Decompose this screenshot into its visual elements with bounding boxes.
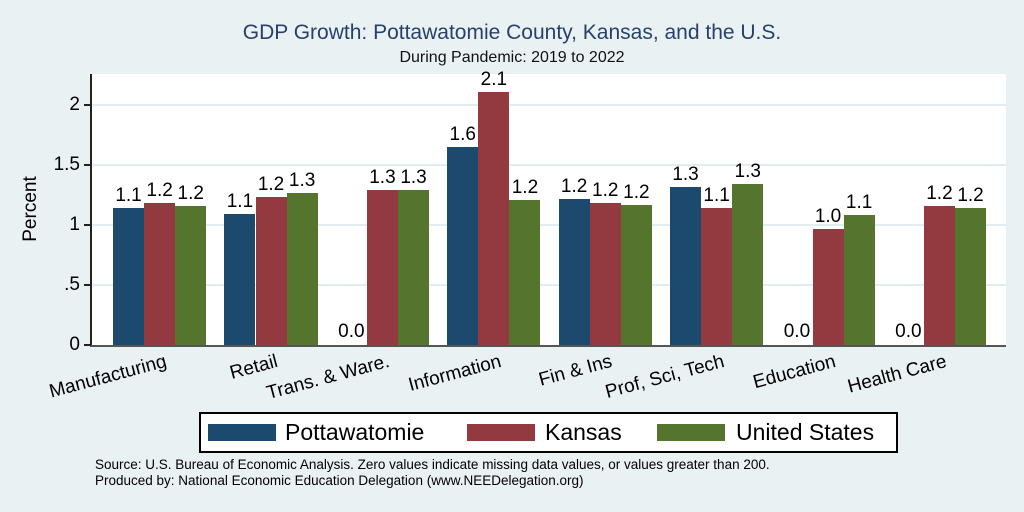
- legend-label: Pottawatomie: [285, 419, 425, 445]
- legend-swatch: [657, 424, 725, 441]
- bar-value-label: 1.1: [226, 191, 254, 213]
- y-tick-label: 1.5: [53, 154, 80, 175]
- bar: [478, 91, 510, 345]
- bar: [955, 208, 987, 345]
- bar: [113, 208, 145, 345]
- bar: [255, 197, 287, 345]
- bar: [620, 204, 652, 345]
- x-category-label: Manufacturing: [47, 351, 170, 403]
- bar-value-label: 1.2: [177, 182, 204, 204]
- bar-value-label: 1.3: [672, 163, 699, 185]
- bar: [447, 147, 479, 345]
- bar: [923, 205, 955, 345]
- bar-value-label: 1.2: [592, 180, 619, 202]
- legend-label: United States: [736, 419, 875, 445]
- y-tick: [84, 164, 91, 166]
- x-category-label: Prof, Sci, Tech: [602, 351, 727, 403]
- gridline: [92, 104, 1006, 106]
- bar-value-label: 1.2: [926, 182, 953, 204]
- bar: [509, 199, 541, 345]
- bar-value-label: 1.0: [814, 205, 842, 227]
- legend: Pottawatomie Kansas United States: [199, 412, 898, 453]
- bar-value-label: 1.6: [449, 124, 476, 145]
- y-tick-label: .5: [64, 274, 80, 295]
- bar-value-label: 1.3: [288, 169, 316, 191]
- x-category-label: Information: [406, 351, 504, 396]
- zero-value-label: 0.0: [783, 321, 811, 342]
- y-tick-label: 1: [69, 214, 80, 235]
- chart-subtitle: During Pandemic: 2019 to 2022: [399, 49, 625, 66]
- produced-by-note: Produced by: National Economic Education…: [95, 472, 584, 488]
- gridline: [92, 164, 1006, 166]
- bar-value-label: 1.2: [623, 181, 650, 203]
- bar-value-label: 1.3: [369, 167, 396, 189]
- y-tick: [84, 284, 91, 286]
- bar-value-label: 1.3: [734, 161, 761, 183]
- x-category-label: Retail: [228, 351, 281, 384]
- gridline: [92, 284, 1006, 286]
- bar: [144, 203, 176, 345]
- bar-value-label: 1.1: [703, 185, 730, 207]
- bar: [224, 214, 256, 345]
- bar: [843, 215, 875, 345]
- zero-value-label: 0.0: [895, 321, 922, 342]
- x-category-label: Health Care: [845, 351, 949, 398]
- bar-value-label: 1.2: [146, 180, 173, 202]
- x-axis-line: [90, 345, 1006, 347]
- x-category-label: Education: [750, 351, 838, 394]
- bar: [366, 190, 398, 345]
- footer-notes: Source: U.S. Bureau of Economic Analysis…: [95, 457, 770, 489]
- bar-value-label: 1.2: [957, 185, 984, 207]
- bar: [558, 198, 590, 345]
- source-note: Source: U.S. Bureau of Economic Analysis…: [95, 457, 770, 472]
- plot-area: 1.1 1.2 1.2 1.1 1.2 1.3 0.0 1.3 1.3 1.6 2.1 1.2 1.2 1…: [92, 69, 1006, 345]
- bar-value-label: 2.1: [480, 68, 508, 90]
- bar: [175, 205, 207, 345]
- y-tick-label: 0: [69, 334, 80, 355]
- bar: [670, 186, 702, 345]
- legend-label: Kansas: [545, 419, 622, 445]
- bar-value-label: 1.2: [560, 175, 588, 197]
- bar: [398, 190, 430, 345]
- chart-title: GDP Growth: Pottawatomie County, Kansas,…: [242, 21, 782, 44]
- bar-value-label: 1.1: [845, 192, 873, 214]
- legend-swatch: [467, 424, 535, 441]
- y-axis-line: [90, 74, 92, 347]
- bar: [701, 208, 733, 345]
- bar: [286, 192, 318, 345]
- y-tick-label: 2: [69, 94, 80, 115]
- bar: [589, 203, 621, 345]
- x-category-label: Trans. & Ware.: [264, 351, 392, 404]
- bar: [812, 228, 844, 345]
- y-tick: [84, 104, 91, 106]
- y-tick: [84, 344, 91, 346]
- zero-value-label: 0.0: [338, 321, 365, 342]
- gridline: [92, 224, 1006, 226]
- bar-value-label: 1.2: [257, 174, 285, 196]
- bar-value-label: 1.2: [511, 176, 539, 198]
- legend-swatch: [208, 424, 276, 441]
- y-tick: [84, 224, 91, 226]
- bar-value-label: 1.1: [115, 185, 142, 207]
- bar: [732, 184, 764, 345]
- bar-value-label: 1.3: [400, 167, 427, 189]
